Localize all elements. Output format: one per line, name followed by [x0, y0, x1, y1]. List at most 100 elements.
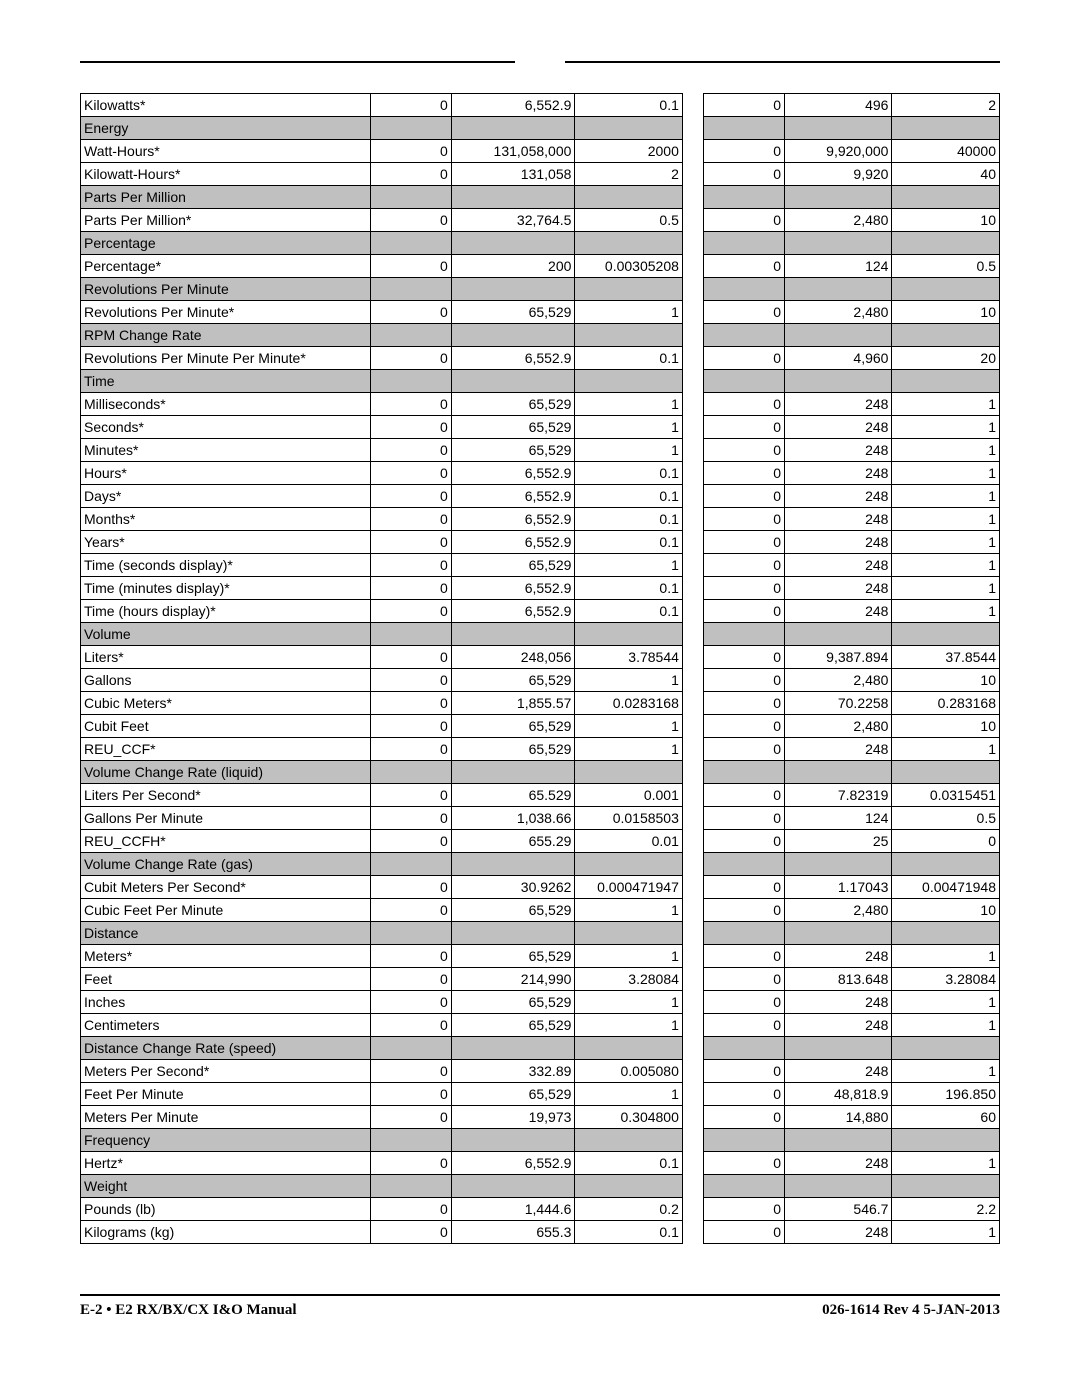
- value-cell: 65,529: [451, 1083, 575, 1106]
- gap-cell: [682, 324, 703, 347]
- value-cell: 1,855.57: [451, 692, 575, 715]
- value-cell: 0: [704, 1152, 785, 1175]
- value-cell: 2,480: [784, 301, 891, 324]
- section-cell: [451, 623, 575, 646]
- value-cell: 9,920,000: [784, 140, 891, 163]
- gap-cell: [682, 1175, 703, 1198]
- section-cell: [784, 1129, 891, 1152]
- row-label: Feet Per Minute: [81, 1083, 371, 1106]
- value-cell: 0: [704, 485, 785, 508]
- value-cell: 7.82319: [784, 784, 891, 807]
- value-cell: 2,480: [784, 669, 891, 692]
- section-row: RPM Change Rate: [81, 324, 1000, 347]
- value-cell: 10: [892, 899, 1000, 922]
- value-cell: 124: [784, 807, 891, 830]
- value-cell: 0: [704, 669, 785, 692]
- value-cell: 1: [575, 554, 682, 577]
- gap-cell: [682, 1152, 703, 1175]
- value-cell: 0: [704, 692, 785, 715]
- value-cell: 1,038.66: [451, 807, 575, 830]
- units-table: Kilowatts*06,552.90.104962EnergyWatt-Hou…: [80, 93, 1000, 1244]
- value-cell: 1: [575, 393, 682, 416]
- value-cell: 0.01: [575, 830, 682, 853]
- section-cell: [371, 623, 452, 646]
- page-footer: E-2 • E2 RX/BX/CX I&O Manual 026-1614 Re…: [80, 1294, 1000, 1319]
- section-cell: [451, 1175, 575, 1198]
- value-cell: 0: [704, 140, 785, 163]
- table-row: Feet0214,9903.280840813.6483.28084: [81, 968, 1000, 991]
- row-label: Parts Per Million*: [81, 209, 371, 232]
- value-cell: 0.5: [892, 255, 1000, 278]
- section-cell: [575, 623, 682, 646]
- value-cell: 196.850: [892, 1083, 1000, 1106]
- section-label: Time: [81, 370, 371, 393]
- row-label: Years*: [81, 531, 371, 554]
- table-row: Watt-Hours*0131,058,000200009,920,000400…: [81, 140, 1000, 163]
- table-row: Kilograms (kg)0655.30.102481: [81, 1221, 1000, 1244]
- value-cell: 0: [371, 1221, 452, 1244]
- section-cell: [575, 186, 682, 209]
- table-row: Seconds*065,529102481: [81, 416, 1000, 439]
- value-cell: 65,529: [451, 301, 575, 324]
- value-cell: 0: [371, 209, 452, 232]
- section-cell: [451, 1037, 575, 1060]
- value-cell: 0.000471947: [575, 876, 682, 899]
- value-cell: 0: [371, 1106, 452, 1129]
- value-cell: 10: [892, 669, 1000, 692]
- gap-cell: [682, 784, 703, 807]
- row-label: REU_CCF*: [81, 738, 371, 761]
- gap-cell: [682, 1060, 703, 1083]
- row-label: Pounds (lb): [81, 1198, 371, 1221]
- value-cell: 1: [892, 485, 1000, 508]
- gap-cell: [682, 1129, 703, 1152]
- value-cell: 0.0283168: [575, 692, 682, 715]
- value-cell: 0: [371, 577, 452, 600]
- section-cell: [704, 1129, 785, 1152]
- value-cell: 1: [575, 301, 682, 324]
- section-cell: [892, 1037, 1000, 1060]
- section-cell: [575, 370, 682, 393]
- row-label: Revolutions Per Minute*: [81, 301, 371, 324]
- gap-cell: [682, 600, 703, 623]
- value-cell: 0: [371, 1198, 452, 1221]
- value-cell: 65,529: [451, 738, 575, 761]
- value-cell: 37.8544: [892, 646, 1000, 669]
- value-cell: 248: [784, 508, 891, 531]
- value-cell: 65,529: [451, 439, 575, 462]
- value-cell: 0: [371, 784, 452, 807]
- section-label: Volume Change Rate (liquid): [81, 761, 371, 784]
- value-cell: 1: [575, 991, 682, 1014]
- gap-cell: [682, 1221, 703, 1244]
- value-cell: 655.3: [451, 1221, 575, 1244]
- value-cell: 0: [892, 830, 1000, 853]
- table-row: Cubit Meters Per Second*030.92620.000471…: [81, 876, 1000, 899]
- section-cell: [704, 324, 785, 347]
- gap-cell: [682, 554, 703, 577]
- value-cell: 0.1: [575, 94, 682, 117]
- row-label: Seconds*: [81, 416, 371, 439]
- section-cell: [704, 623, 785, 646]
- value-cell: 248: [784, 577, 891, 600]
- value-cell: 0: [704, 554, 785, 577]
- value-cell: 0: [704, 646, 785, 669]
- value-cell: 248: [784, 991, 891, 1014]
- value-cell: 0: [704, 393, 785, 416]
- value-cell: 65,529: [451, 945, 575, 968]
- section-cell: [451, 117, 575, 140]
- section-cell: [704, 1175, 785, 1198]
- value-cell: 0: [371, 508, 452, 531]
- value-cell: 0: [704, 209, 785, 232]
- value-cell: 1: [892, 738, 1000, 761]
- value-cell: 655.29: [451, 830, 575, 853]
- value-cell: 0.5: [892, 807, 1000, 830]
- gap-cell: [682, 347, 703, 370]
- value-cell: 0: [704, 416, 785, 439]
- section-cell: [371, 1175, 452, 1198]
- section-row: Volume: [81, 623, 1000, 646]
- section-cell: [892, 117, 1000, 140]
- gap-cell: [682, 416, 703, 439]
- value-cell: 0: [704, 1198, 785, 1221]
- section-cell: [892, 186, 1000, 209]
- value-cell: 0.5: [575, 209, 682, 232]
- section-label: Weight: [81, 1175, 371, 1198]
